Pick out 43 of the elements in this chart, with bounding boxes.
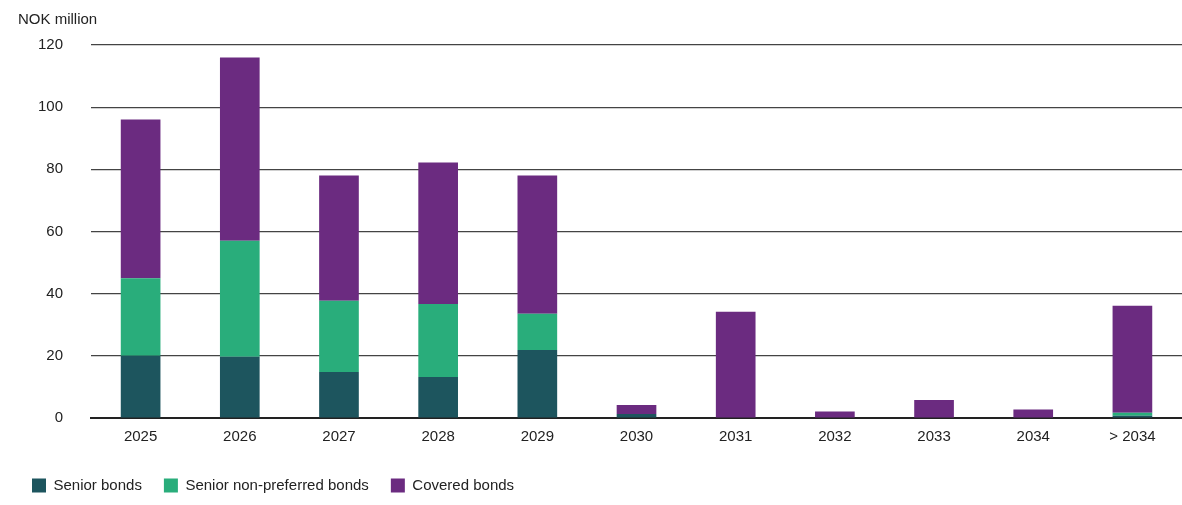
bar [517,175,558,314]
y-tick-label: 100 [38,97,64,115]
x-tick-label: 2025 [123,427,158,445]
legend-label: Senior bonds [53,475,142,493]
x-tick-label: 2028 [421,427,455,445]
bar [914,399,954,418]
bar [219,240,260,357]
x-tick-label: 2033 [917,427,951,445]
y-tick-label: 60 [46,221,64,239]
x-tick-label: 2026 [223,427,257,445]
bar [517,313,558,350]
bar [120,119,161,279]
x-tick-label: 2030 [619,427,654,445]
legend-label: Senior non-preferred bonds [185,475,369,493]
y-tick-label: 80 [46,159,64,177]
bar [120,355,161,418]
y-tick-label: 0 [54,408,64,426]
y-tick-label: 20 [46,345,64,363]
x-tick-label: 2031 [719,427,753,445]
x-tick-label: 2029 [520,427,555,445]
y-tick-label: 120 [38,35,64,53]
x-tick-label: 2032 [818,427,852,445]
bar [715,311,756,418]
legend-label: Covered bonds [412,475,515,493]
bar [418,162,458,304]
y-tick-label: 40 [46,283,64,301]
y-axis-title: NOK million [18,10,98,27]
bar [1013,409,1054,418]
bar [319,175,359,301]
bar [319,300,359,372]
bar [616,404,657,414]
bar [319,372,359,418]
x-tick-label: > 2034 [1109,427,1156,445]
x-tick-label: 2027 [322,427,356,445]
x-tick-label: 2034 [1016,427,1050,445]
bar [418,303,458,377]
bar [418,376,458,418]
bar [815,411,855,418]
bar [517,349,558,418]
bar [1112,305,1153,413]
bar [120,278,161,356]
bar [219,356,260,418]
bar [219,57,260,241]
